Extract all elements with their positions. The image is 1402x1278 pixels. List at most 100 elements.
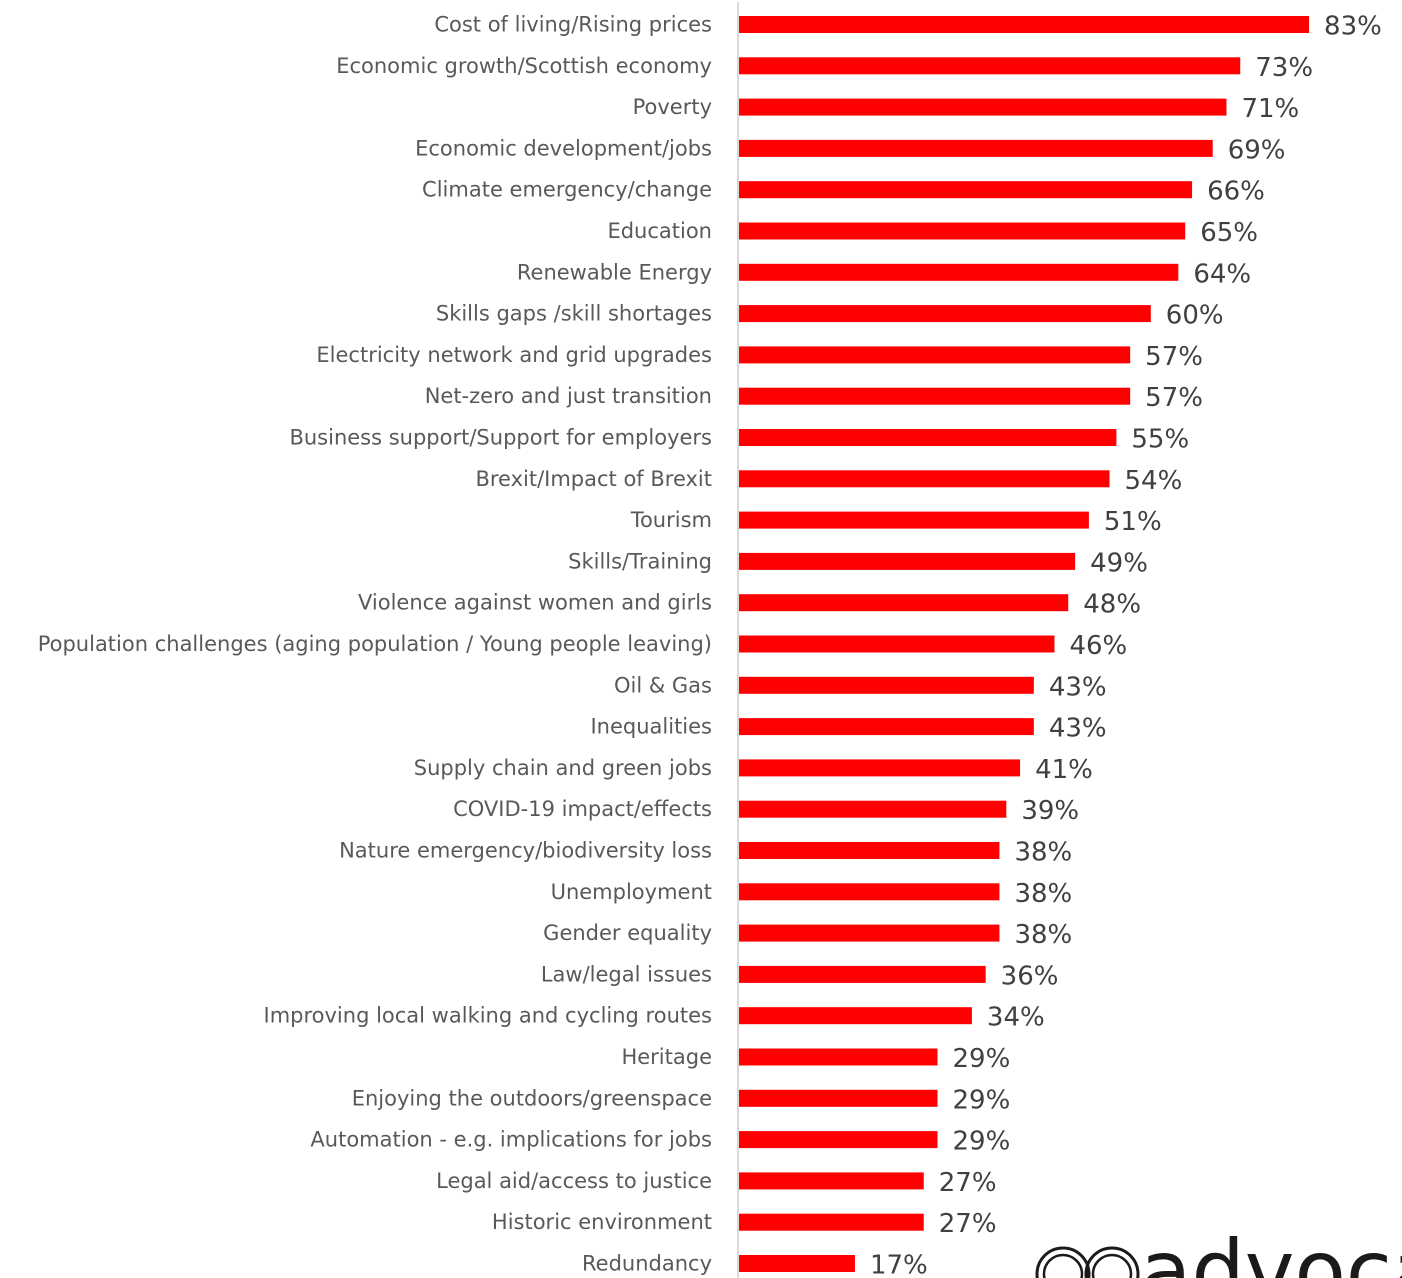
- bar: [738, 676, 1034, 694]
- bar: [738, 16, 1310, 33]
- value-label: 38%: [1014, 920, 1072, 950]
- value-label: 29%: [953, 1085, 1011, 1115]
- value-label: 71%: [1241, 94, 1299, 124]
- category-label: Nature emergency/biodiversity loss: [339, 839, 712, 863]
- category-labels-group: Cost of living/Rising prices Economic gro…: [38, 13, 712, 1276]
- bar: [738, 139, 1213, 157]
- value-label: 27%: [939, 1209, 997, 1239]
- bar: [738, 635, 1055, 653]
- value-label: 48%: [1083, 590, 1141, 620]
- bar: [738, 222, 1186, 240]
- value-label: 38%: [1014, 838, 1072, 868]
- category-label: COVID-19 impact/effects: [453, 797, 712, 821]
- bar: [738, 263, 1179, 281]
- category-label: Automation - e.g. implications for jobs: [310, 1128, 712, 1152]
- bars-group: [738, 16, 1310, 1272]
- advoca-logo: advoca: [1035, 1222, 1402, 1278]
- value-labels-group: 83% 73% 71% 69% 66% 65% 64% 60% 57% 57% 55% 54% 51% 4…: [870, 12, 1382, 1278]
- bar: [738, 511, 1089, 529]
- bar: [738, 1131, 938, 1149]
- value-label: 29%: [953, 1044, 1011, 1074]
- category-label: Brexit/Impact of Brexit: [475, 467, 712, 491]
- bar: [738, 552, 1076, 570]
- category-label: Enjoying the outdoors/greenspace: [352, 1086, 712, 1110]
- category-label: Population challenges (aging population …: [38, 632, 712, 656]
- category-label: Unemployment: [551, 880, 712, 904]
- category-label: Gender equality: [543, 921, 712, 945]
- bar: [738, 718, 1034, 736]
- category-label: Supply chain and green jobs: [414, 756, 712, 780]
- bar: [738, 1213, 924, 1231]
- value-label: 55%: [1131, 425, 1189, 455]
- bar: [738, 57, 1241, 75]
- value-label: 49%: [1090, 548, 1148, 578]
- category-label: Climate emergency/change: [422, 178, 712, 202]
- bar: [738, 883, 1000, 901]
- category-label: Business support/Support for employers: [289, 426, 712, 450]
- bar: [738, 759, 1021, 777]
- value-label: 73%: [1255, 53, 1313, 83]
- category-label: Improving local walking and cycling rout…: [264, 1004, 713, 1028]
- value-label: 46%: [1069, 631, 1127, 661]
- logo-ring-inner-1: [1042, 1253, 1084, 1278]
- category-label: Net-zero and just transition: [425, 384, 712, 408]
- value-label: 43%: [1049, 672, 1107, 702]
- value-label: 38%: [1014, 879, 1072, 909]
- value-label: 83%: [1324, 12, 1382, 42]
- category-label: Economic growth/Scottish economy: [336, 54, 712, 78]
- category-label: Renewable Energy: [517, 260, 712, 284]
- logo-ring-outer-1: [1035, 1246, 1091, 1278]
- bar: [738, 98, 1227, 116]
- value-label: 39%: [1021, 796, 1079, 826]
- bar: [738, 1255, 855, 1272]
- bar: [738, 1007, 972, 1025]
- value-label: 60%: [1166, 301, 1224, 331]
- bar: [738, 470, 1110, 488]
- bar: [738, 1048, 938, 1066]
- category-label: Tourism: [630, 508, 712, 532]
- category-label: Poverty: [633, 95, 712, 119]
- category-label: Oil & Gas: [614, 673, 712, 697]
- value-label: 17%: [870, 1251, 928, 1278]
- category-label: Cost of living/Rising prices: [434, 13, 712, 37]
- category-label: Skills/Training: [568, 549, 712, 573]
- value-label: 43%: [1049, 714, 1107, 744]
- category-label: Redundancy: [582, 1252, 712, 1276]
- bar: [738, 429, 1117, 446]
- category-label: Heritage: [621, 1045, 712, 1069]
- category-label: Legal aid/access to justice: [436, 1169, 712, 1193]
- category-label: Skills gaps /skill shortages: [436, 302, 712, 326]
- value-label: 57%: [1145, 383, 1203, 413]
- value-label: 66%: [1207, 177, 1265, 207]
- value-label: 27%: [939, 1168, 997, 1198]
- value-label: 41%: [1035, 755, 1093, 785]
- category-label: Law/legal issues: [541, 962, 712, 986]
- value-label: 57%: [1145, 342, 1203, 372]
- value-label: 69%: [1228, 135, 1286, 165]
- category-label: Inequalities: [590, 715, 712, 739]
- bar: [738, 1172, 924, 1190]
- bar: [738, 1089, 938, 1107]
- category-label: Electricity network and grid upgrades: [316, 343, 712, 367]
- bar: [738, 387, 1131, 405]
- value-label: 54%: [1125, 466, 1183, 496]
- bar: [738, 842, 1000, 859]
- category-label: Education: [607, 219, 712, 243]
- bar: [738, 594, 1069, 612]
- bar: [738, 346, 1131, 364]
- value-label: 65%: [1200, 218, 1258, 248]
- bar: [738, 800, 1007, 818]
- value-label: 34%: [987, 1003, 1045, 1033]
- value-label: 64%: [1193, 259, 1251, 289]
- logo-ring-inner-2: [1091, 1253, 1133, 1278]
- category-label: Economic development/jobs: [415, 136, 712, 160]
- value-label: 29%: [953, 1127, 1011, 1157]
- logo-wordmark: advoca: [1140, 1222, 1402, 1278]
- bar: [738, 965, 986, 983]
- bar: [738, 305, 1151, 323]
- logo-ring-outer-2: [1084, 1246, 1140, 1278]
- value-label: 51%: [1104, 507, 1162, 537]
- bar: [738, 181, 1193, 199]
- category-label: Violence against women and girls: [358, 591, 712, 615]
